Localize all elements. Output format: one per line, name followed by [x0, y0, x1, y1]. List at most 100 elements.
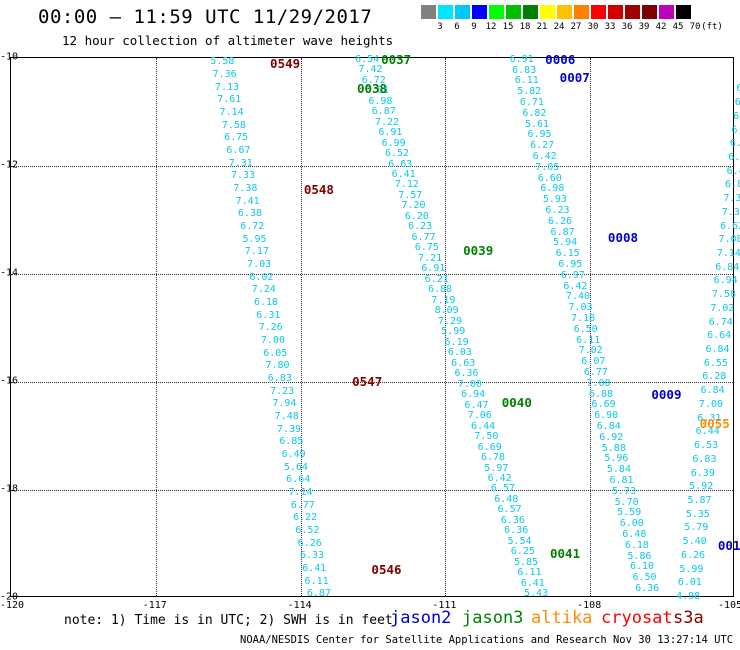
credit-line: NOAA/NESDIS Center for Satellite Applica…	[240, 634, 740, 646]
color-scale-label: 30	[587, 22, 599, 32]
wave-height-value: 7.48	[274, 411, 299, 422]
wave-height-value: 6.52	[384, 148, 410, 160]
grid-line-horizontal	[11, 166, 733, 167]
wave-height-value: 7.21	[418, 252, 443, 264]
wave-height-value: 6.03	[447, 347, 472, 359]
wave-height-value: 5.88	[601, 442, 626, 454]
wave-height-value: 6.42	[487, 472, 512, 484]
wave-height-value: 6.77	[583, 366, 608, 378]
wave-height-value: 6.05	[263, 347, 288, 359]
wave-height-value: 6.83	[267, 373, 292, 384]
wave-height-value: 6.27	[530, 140, 555, 152]
color-scale-swatch	[659, 5, 674, 19]
grid-line-vertical	[300, 58, 302, 596]
legend-item-cryosat: cryosat	[601, 608, 673, 628]
wave-height-value: 5.82	[517, 86, 542, 98]
wave-height-value: 7.08	[718, 234, 740, 246]
pass-number-label: 0546	[371, 561, 402, 577]
pass-number-label: 0009	[651, 386, 682, 402]
wave-height-value: 6.44	[471, 420, 496, 432]
wave-height-value: 7.31	[228, 157, 253, 169]
wave-height-value: 6.99	[381, 137, 406, 149]
wave-height-value: 7.33	[721, 206, 740, 218]
wave-height-value: 7.17	[244, 246, 269, 258]
grid-line-vertical	[445, 58, 447, 596]
wave-height-value: 6.50	[573, 323, 598, 335]
wave-height-value: 6.98	[368, 95, 393, 107]
wave-height-value: 6.31	[697, 412, 722, 424]
color-scale-label: 24	[553, 22, 565, 32]
wave-height-value: 5.93	[542, 194, 567, 206]
x-tick-label: -120	[0, 600, 25, 611]
y-tick-label: -14	[0, 267, 19, 279]
color-scale-swatch	[642, 5, 657, 19]
color-scale-swatch	[608, 5, 623, 19]
wave-height-value: 5.86	[627, 550, 652, 562]
wave-height-value: 5.97	[484, 462, 509, 474]
wave-height-value: 6.55	[703, 357, 728, 369]
wave-height-value: 7.50	[474, 431, 499, 443]
wave-height-value: 7.33	[231, 170, 256, 182]
color-scale-label: 33	[604, 22, 616, 32]
wave-height-value: 6.87	[306, 588, 331, 600]
wave-height-value: 6.91	[509, 53, 534, 65]
wave-height-value: 7.12	[394, 179, 419, 191]
wave-height-value: 7.00	[586, 377, 611, 389]
map-plot-area[interactable]	[10, 57, 734, 597]
wave-height-value: 6.41	[391, 169, 416, 180]
wave-height-value: 6.91	[421, 263, 446, 275]
x-tick-label: -114	[287, 600, 312, 611]
wave-height-value: 5.64	[283, 461, 308, 473]
legend-item-jason3: jason3	[462, 608, 524, 628]
wave-height-value: 6.11	[576, 334, 601, 346]
wave-height-value: 5.40	[682, 536, 707, 548]
wave-height-value: 6.84	[715, 261, 740, 273]
wave-height-value: 6.29	[728, 151, 740, 163]
wave-height-value: 6.87	[550, 226, 575, 238]
wave-height-value: 7.14	[288, 486, 313, 498]
wave-height-value: 6.94	[713, 275, 738, 287]
wave-height-value: 6.97	[560, 269, 585, 281]
wave-height-value: 6.23	[408, 221, 433, 233]
wave-height-value: 6.23	[545, 204, 570, 216]
wave-height-value: 6.15	[555, 248, 580, 260]
wave-height-value: 6.76	[736, 83, 740, 95]
wave-height-value: 7.03	[568, 302, 593, 314]
color-scale-swatch	[574, 5, 589, 19]
pass-number-label: 0037	[381, 51, 412, 67]
wave-height-value: 7.00	[698, 398, 724, 410]
wave-height-value: 7.41	[235, 195, 260, 207]
wave-height-value: 6.77	[290, 499, 315, 511]
wave-height-value: 6.54	[355, 53, 380, 65]
wave-height-value: 6.98	[540, 183, 565, 195]
wave-height-value: 6.72	[240, 221, 265, 233]
x-tick-label: -117	[142, 600, 167, 611]
wave-height-value: 6.81	[609, 474, 634, 486]
wave-height-value: 7.24	[251, 284, 276, 296]
wave-height-value: 6.95	[527, 129, 552, 141]
y-tick-label: -18	[0, 483, 19, 495]
wave-height-value: 6.69	[591, 399, 616, 411]
wave-height-value: 6.53	[694, 440, 719, 452]
wave-height-value: 5.92	[689, 481, 714, 493]
wave-height-value: 6.92	[599, 431, 624, 443]
wave-height-value: 6.60	[537, 172, 562, 184]
wave-height-value: 7.38	[233, 183, 258, 195]
color-scale-swatch	[506, 5, 521, 19]
wave-height-value: 5.95	[242, 233, 267, 245]
wave-height-value: 6.25	[510, 546, 535, 558]
wave-height-value: 6.95	[558, 258, 583, 270]
wave-height-value: 5.96	[604, 453, 629, 465]
wave-height-value: 6.85	[279, 436, 304, 448]
wave-height-value: 6.28	[702, 371, 727, 383]
wave-height-value: 6.52	[295, 524, 320, 536]
wave-height-value: 7.18	[571, 312, 596, 324]
wave-height-value: 6.41	[302, 562, 327, 574]
wave-height-value: 6.63	[731, 124, 740, 136]
wave-height-value: 6.71	[519, 96, 544, 108]
wave-height-value: 6.78	[480, 452, 506, 464]
wave-height-value: 6.58	[733, 110, 740, 122]
wave-height-value: 7.39	[276, 423, 302, 435]
wave-height-value: 5.99	[441, 326, 466, 338]
color-scale-swatch	[591, 5, 606, 19]
